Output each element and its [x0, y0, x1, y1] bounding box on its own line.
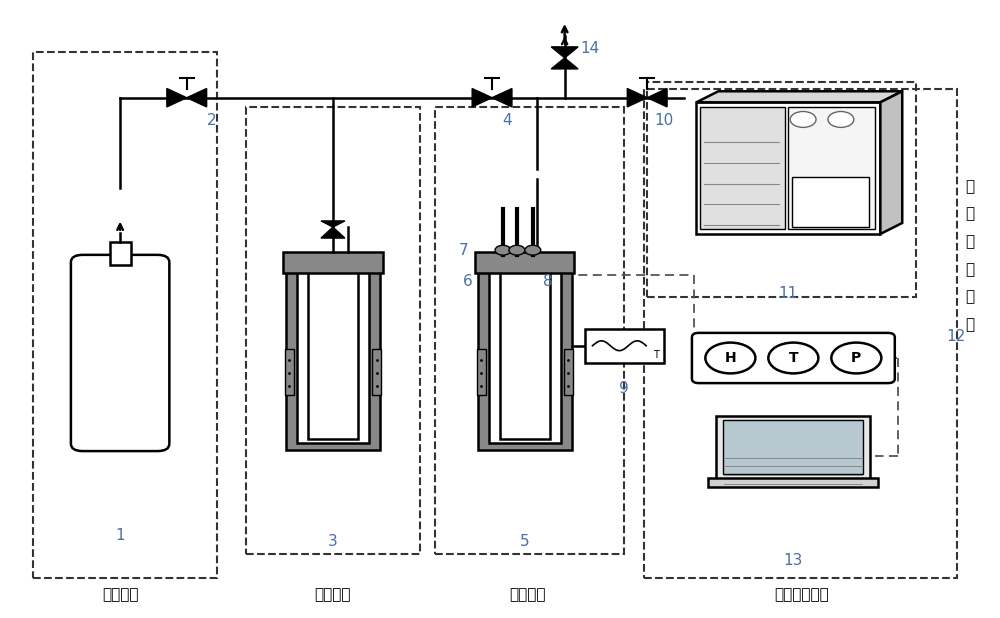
- Text: 3: 3: [328, 534, 338, 549]
- Circle shape: [525, 245, 541, 255]
- Polygon shape: [321, 227, 345, 238]
- Bar: [435, 107, 624, 554]
- Bar: [788, 107, 875, 229]
- Polygon shape: [551, 47, 578, 58]
- Bar: [286, 266, 380, 450]
- Text: 4: 4: [502, 113, 512, 128]
- Text: 8: 8: [543, 274, 553, 289]
- Bar: [285, 349, 294, 395]
- Bar: [708, 478, 878, 486]
- Polygon shape: [696, 91, 902, 103]
- Text: 12: 12: [946, 329, 965, 344]
- FancyBboxPatch shape: [71, 255, 169, 451]
- Text: 测试系统: 测试系统: [510, 588, 546, 603]
- Text: 14: 14: [580, 41, 599, 56]
- Text: T: T: [653, 350, 659, 360]
- Bar: [500, 266, 550, 439]
- Bar: [477, 349, 486, 395]
- Bar: [475, 252, 574, 273]
- Bar: [297, 266, 369, 443]
- Text: 2: 2: [207, 113, 216, 128]
- Bar: [792, 177, 869, 227]
- Text: 供气系统: 供气系统: [102, 588, 138, 603]
- Text: 系: 系: [965, 289, 974, 304]
- Bar: [283, 252, 383, 273]
- Text: 10: 10: [654, 113, 674, 128]
- Text: T: T: [789, 351, 798, 365]
- Text: 7: 7: [458, 243, 468, 258]
- Text: 9: 9: [619, 381, 629, 396]
- Polygon shape: [472, 88, 492, 107]
- Bar: [308, 266, 358, 439]
- Text: 相: 相: [965, 206, 974, 222]
- Polygon shape: [551, 58, 578, 69]
- Bar: [489, 266, 561, 443]
- Bar: [716, 416, 870, 478]
- Circle shape: [831, 342, 881, 373]
- Text: P: P: [851, 351, 861, 365]
- Bar: [647, 82, 916, 297]
- Circle shape: [768, 342, 818, 373]
- Bar: [700, 107, 785, 229]
- Polygon shape: [647, 88, 667, 107]
- Bar: [644, 88, 957, 578]
- Circle shape: [509, 245, 525, 255]
- Text: 6: 6: [463, 274, 473, 289]
- Bar: [478, 266, 572, 450]
- Bar: [564, 349, 573, 395]
- Bar: [372, 349, 381, 395]
- Text: 分: 分: [965, 234, 974, 249]
- Text: 数据采集系统: 数据采集系统: [774, 588, 829, 603]
- Polygon shape: [187, 88, 207, 107]
- Bar: [110, 242, 131, 265]
- Text: 析: 析: [965, 261, 974, 277]
- Polygon shape: [167, 88, 187, 107]
- Bar: [33, 52, 217, 578]
- Text: 1: 1: [115, 528, 125, 543]
- Polygon shape: [321, 221, 345, 227]
- Text: 5: 5: [520, 534, 530, 549]
- Text: 缓冲系统: 缓冲系统: [315, 588, 351, 603]
- Bar: [723, 420, 863, 474]
- Bar: [585, 329, 664, 363]
- Text: 气: 气: [965, 179, 974, 194]
- Circle shape: [495, 245, 511, 255]
- Bar: [246, 107, 420, 554]
- Text: 统: 统: [965, 317, 974, 332]
- Circle shape: [705, 342, 755, 373]
- Circle shape: [790, 111, 816, 127]
- Polygon shape: [880, 91, 902, 234]
- Circle shape: [828, 111, 854, 127]
- Polygon shape: [492, 88, 512, 107]
- Polygon shape: [627, 88, 647, 107]
- Text: H: H: [725, 351, 736, 365]
- FancyBboxPatch shape: [692, 333, 895, 383]
- Text: 11: 11: [779, 286, 798, 301]
- Text: 13: 13: [784, 552, 803, 567]
- Bar: [696, 103, 880, 234]
